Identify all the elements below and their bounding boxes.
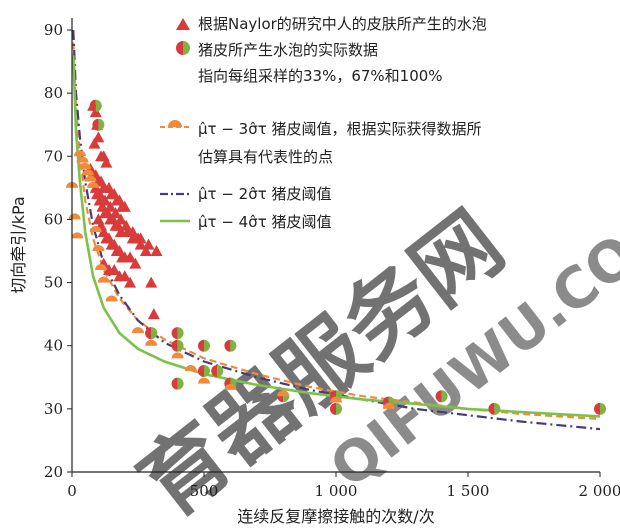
naylor-point [114,213,127,225]
y-axis-title: 切向牵引/kPa [9,196,28,293]
naylor-point [118,270,131,282]
threshold-point [81,169,94,176]
naylor-point [134,232,147,244]
legend-splitcircle-marker [176,41,190,55]
series-line-2sigma [72,29,601,431]
naylor-point [139,245,152,256]
pig-data-point [171,339,184,352]
threshold-point [382,402,395,409]
legend-item-pig-data: 猪皮所产生水泡的实际数据 指向每组采样的33%，67%和100% [176,41,443,85]
threshold-point [87,181,100,188]
naylor-point [124,251,137,263]
naylor-point [145,276,158,288]
pig-data-point [488,402,501,415]
x-tick-label: 0 [67,482,77,500]
legend-label-pig-data-note: 指向每组采样的33%，67%和100% [198,67,443,85]
legend-label-pig-data: 猪皮所产生水泡的实际数据 [198,41,378,59]
threshold-point [73,150,86,157]
series-line-4sigma [72,55,601,418]
x-tick-label: 500 [190,482,219,500]
legend-item-4sigma: μ̂τ − 4σ̂τ 猪皮阈值 [160,213,332,231]
y-tick-label: 90 [44,21,63,39]
naylor-point [108,263,121,275]
y-tick-label: 30 [44,400,63,418]
threshold-point [68,213,81,220]
naylor-point [150,245,163,256]
pig-data-point [224,339,237,352]
legend-label-3sigma: μ̂τ − 3σ̂τ 猪皮阈值，根据实际获得数据所 [198,120,482,138]
naylor-point [147,308,160,320]
naylor-point [134,238,147,250]
x-tick-label: 1 000 [315,482,358,500]
x-axis-title: 连续反复摩擦接触的次数/次 [237,507,434,526]
pig-data-point [171,377,184,390]
y-tick-label: 70 [44,147,63,165]
legend-item-naylor: 根据Naylor的研究中人的皮肤所产生的水泡 [176,15,487,33]
naylor-point [126,226,139,238]
legend: 根据Naylor的研究中人的皮肤所产生的水泡 猪皮所产生水泡的实际数据 指向每组… [160,15,487,231]
naylor-point [120,219,133,231]
threshold-point [145,339,158,346]
threshold-point [89,226,102,233]
naylor-point [129,257,142,269]
threshold-point [79,162,92,169]
pig-data-point [330,402,342,415]
series-line-3sigma [72,42,601,421]
threshold-point [171,352,184,359]
threshold-point [224,383,237,390]
threshold-point [92,245,105,251]
naylor-point [88,137,101,149]
threshold-point [198,377,210,384]
threshold-point [71,232,84,239]
naylor-point [104,200,117,212]
naylor-point [142,238,155,250]
x-tick-label: 1 500 [447,482,490,500]
y-tick-label: 60 [44,210,63,228]
plot-area [66,29,606,431]
watermark: 育器服务网 QIFUWU.COM [121,188,620,530]
threshold-point [330,396,342,403]
x-tick-label: 2 000 [579,482,620,500]
naylor-point [100,156,113,168]
legend-item-3sigma: μ̂τ − 3σ̂τ 猪皮阈值，根据实际获得数据所 估算具有代表性的点 [160,120,482,166]
pig-data-point [198,364,210,377]
pig-data-point [594,402,606,415]
pig-data-point [435,390,448,403]
legend-label-2sigma: μ̂τ − 2σ̂τ 猪皮阈值 [198,185,332,203]
legend-label-3sigma-note: 估算具有代表性的点 [198,148,333,166]
legend-label-4sigma: μ̂τ − 4σ̂τ 猪皮阈值 [198,213,332,231]
naylor-point [93,188,106,200]
legend-half-circle-marker [168,120,182,127]
pig-data-point [92,118,105,131]
y-tick-label: 80 [44,84,63,102]
naylor-point [109,207,122,219]
threshold-point [184,364,197,371]
y-tick-label: 20 [44,463,63,481]
y-ticks: 20 30 40 50 60 70 80 90 [44,21,72,481]
pig-data-point [171,327,184,340]
legend-triangle-marker [176,18,190,30]
legend-item-2sigma: μ̂τ − 2σ̂τ 猪皮阈值 [160,185,332,203]
threshold-point [84,175,97,182]
pig-data-point [145,327,158,340]
threshold-point [76,156,89,163]
pig-data-point [211,364,224,377]
y-tick-label: 40 [44,337,63,355]
legend-label-naylor: 根据Naylor的研究中人的皮肤所产生的水泡 [198,15,487,33]
threshold-point [97,276,110,283]
threshold-point [277,390,290,397]
x-ticks: 0 500 1 000 1 500 2 000 [67,472,620,500]
y-tick-label: 50 [44,274,63,292]
pig-data-point [89,99,102,112]
threshold-point [132,327,144,334]
threshold-point [95,263,108,270]
naylor-point [99,194,111,206]
threshold-point [105,295,118,302]
naylor-point [118,200,131,212]
naylor-point [124,276,137,288]
pig-data-point [198,339,210,352]
